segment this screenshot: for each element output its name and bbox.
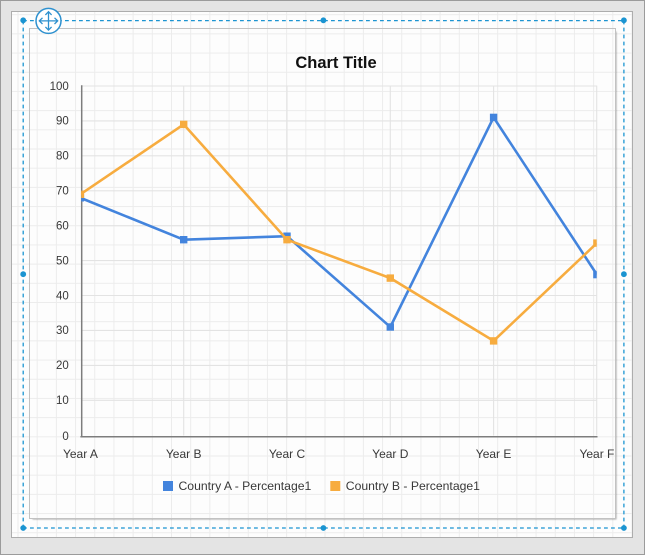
svg-text:100: 100: [50, 81, 69, 93]
svg-text:80: 80: [56, 151, 69, 163]
svg-text:Chart Title: Chart Title: [295, 54, 376, 72]
svg-text:70: 70: [56, 186, 69, 198]
svg-text:10: 10: [56, 395, 69, 407]
svg-text:Year F: Year F: [579, 447, 614, 461]
svg-text:Year A: Year A: [63, 447, 98, 461]
svg-text:50: 50: [56, 255, 69, 267]
svg-text:30: 30: [56, 325, 69, 337]
svg-text:20: 20: [56, 360, 69, 372]
svg-text:Year C: Year C: [269, 447, 306, 461]
svg-text:Country B - Percentage1: Country B - Percentage1: [346, 479, 480, 493]
svg-text:40: 40: [56, 290, 69, 302]
svg-text:60: 60: [56, 221, 69, 233]
svg-text:90: 90: [56, 116, 69, 128]
svg-text:Year D: Year D: [372, 447, 409, 461]
svg-text:Year B: Year B: [166, 447, 202, 461]
svg-text:0: 0: [62, 431, 68, 443]
svg-text:Country A - Percentage1: Country A - Percentage1: [179, 479, 312, 493]
svg-text:Year E: Year E: [476, 447, 512, 461]
